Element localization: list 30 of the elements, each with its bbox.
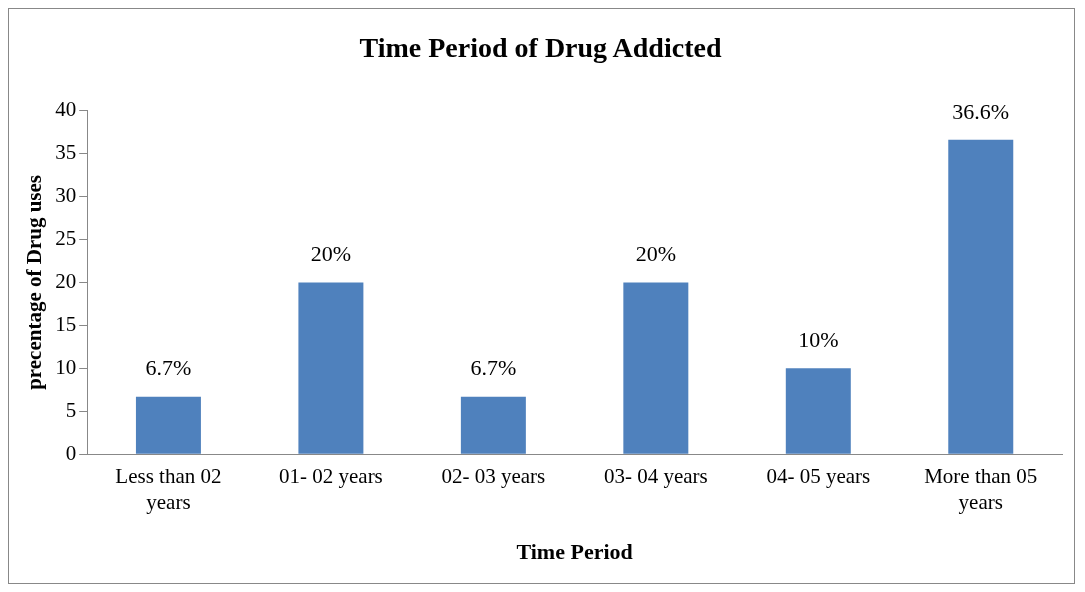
bar xyxy=(135,396,201,454)
bar xyxy=(623,282,689,454)
y-axis-title: precentage of Drug uses xyxy=(22,174,47,390)
x-axis-title: Time Period xyxy=(516,539,633,565)
x-tick-label: 03- 04 years xyxy=(603,464,708,489)
data-label: 6.7% xyxy=(145,355,192,381)
y-tick-label: 5 xyxy=(65,397,77,422)
bar xyxy=(460,396,526,454)
x-tick-label: 02- 03 years xyxy=(441,464,546,489)
chart-title: Time Period of Drug Addicted xyxy=(359,32,722,64)
bar xyxy=(948,139,1014,454)
y-tick-label: 40 xyxy=(55,97,77,122)
data-label: 36.6% xyxy=(952,98,1010,124)
y-tick-label: 35 xyxy=(55,140,77,165)
y-tick-label: 15 xyxy=(55,311,77,336)
data-label: 20% xyxy=(635,241,676,267)
y-tick-label: 10 xyxy=(55,354,77,379)
x-tick-label: 01- 02 years xyxy=(278,464,383,489)
y-tick-label: 20 xyxy=(55,268,77,293)
bar xyxy=(298,282,364,454)
data-label: 10% xyxy=(798,327,839,353)
x-tick-label: 04- 05 years xyxy=(766,464,871,489)
y-tick-label: 0 xyxy=(65,440,77,465)
data-label: 6.7% xyxy=(470,355,517,381)
y-tick-label: 30 xyxy=(55,183,77,208)
x-tick-label: Less than 02 years xyxy=(115,464,222,514)
x-tick-label: More than 05 years xyxy=(924,464,1038,514)
data-label: 20% xyxy=(310,241,352,267)
y-tick-label: 25 xyxy=(55,225,77,250)
bar xyxy=(785,368,851,454)
